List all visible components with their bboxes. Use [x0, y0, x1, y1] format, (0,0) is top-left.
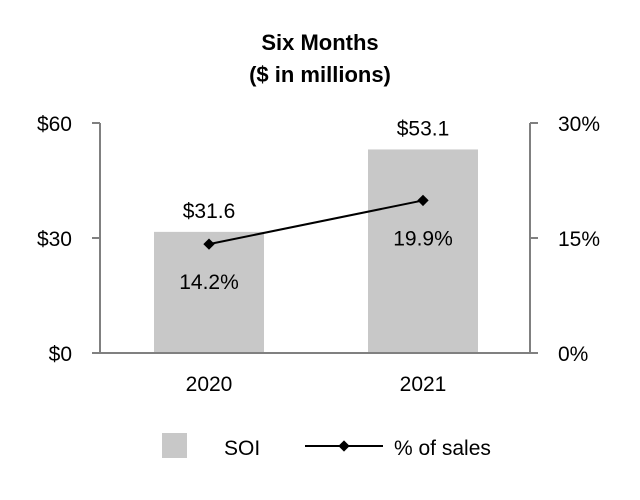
- bar-label-2021: $53.1: [397, 117, 450, 140]
- bar-soi-2021: [368, 149, 478, 353]
- legend: SOI % of sales: [162, 433, 491, 460]
- legend-pct-label: % of sales: [394, 437, 491, 460]
- legend-soi-label: SOI: [224, 437, 260, 460]
- chart-subtitle: ($ in millions): [249, 62, 391, 87]
- plot-area: $31.6 $53.1 $0 $30 $60 0% 15% 30% 2020 2021 14.2% 1…: [37, 113, 600, 396]
- x-tick-label-2020: 2020: [186, 373, 233, 396]
- legend-soi-swatch: [162, 433, 187, 458]
- chart-svg: Six Months ($ in millions) $31.6$53.1$0$…: [0, 0, 640, 500]
- line-label-2021: 19.9%: [393, 227, 453, 250]
- left-tick-label-30: $30: [37, 228, 72, 251]
- legend-pct-marker: [338, 440, 349, 451]
- chart-title: Six Months: [261, 30, 378, 55]
- right-tick-label-30: 30%: [558, 113, 600, 136]
- right-tick-label-0: 0%: [558, 343, 588, 366]
- left-tick-label-0: $0: [49, 343, 72, 366]
- bar-label-2020: $31.6: [183, 200, 236, 223]
- right-tick-label-15: 15%: [558, 228, 600, 251]
- left-tick-label-60: $60: [37, 113, 72, 136]
- line-label-2020: 14.2%: [179, 271, 239, 294]
- x-tick-label-2021: 2021: [400, 373, 447, 396]
